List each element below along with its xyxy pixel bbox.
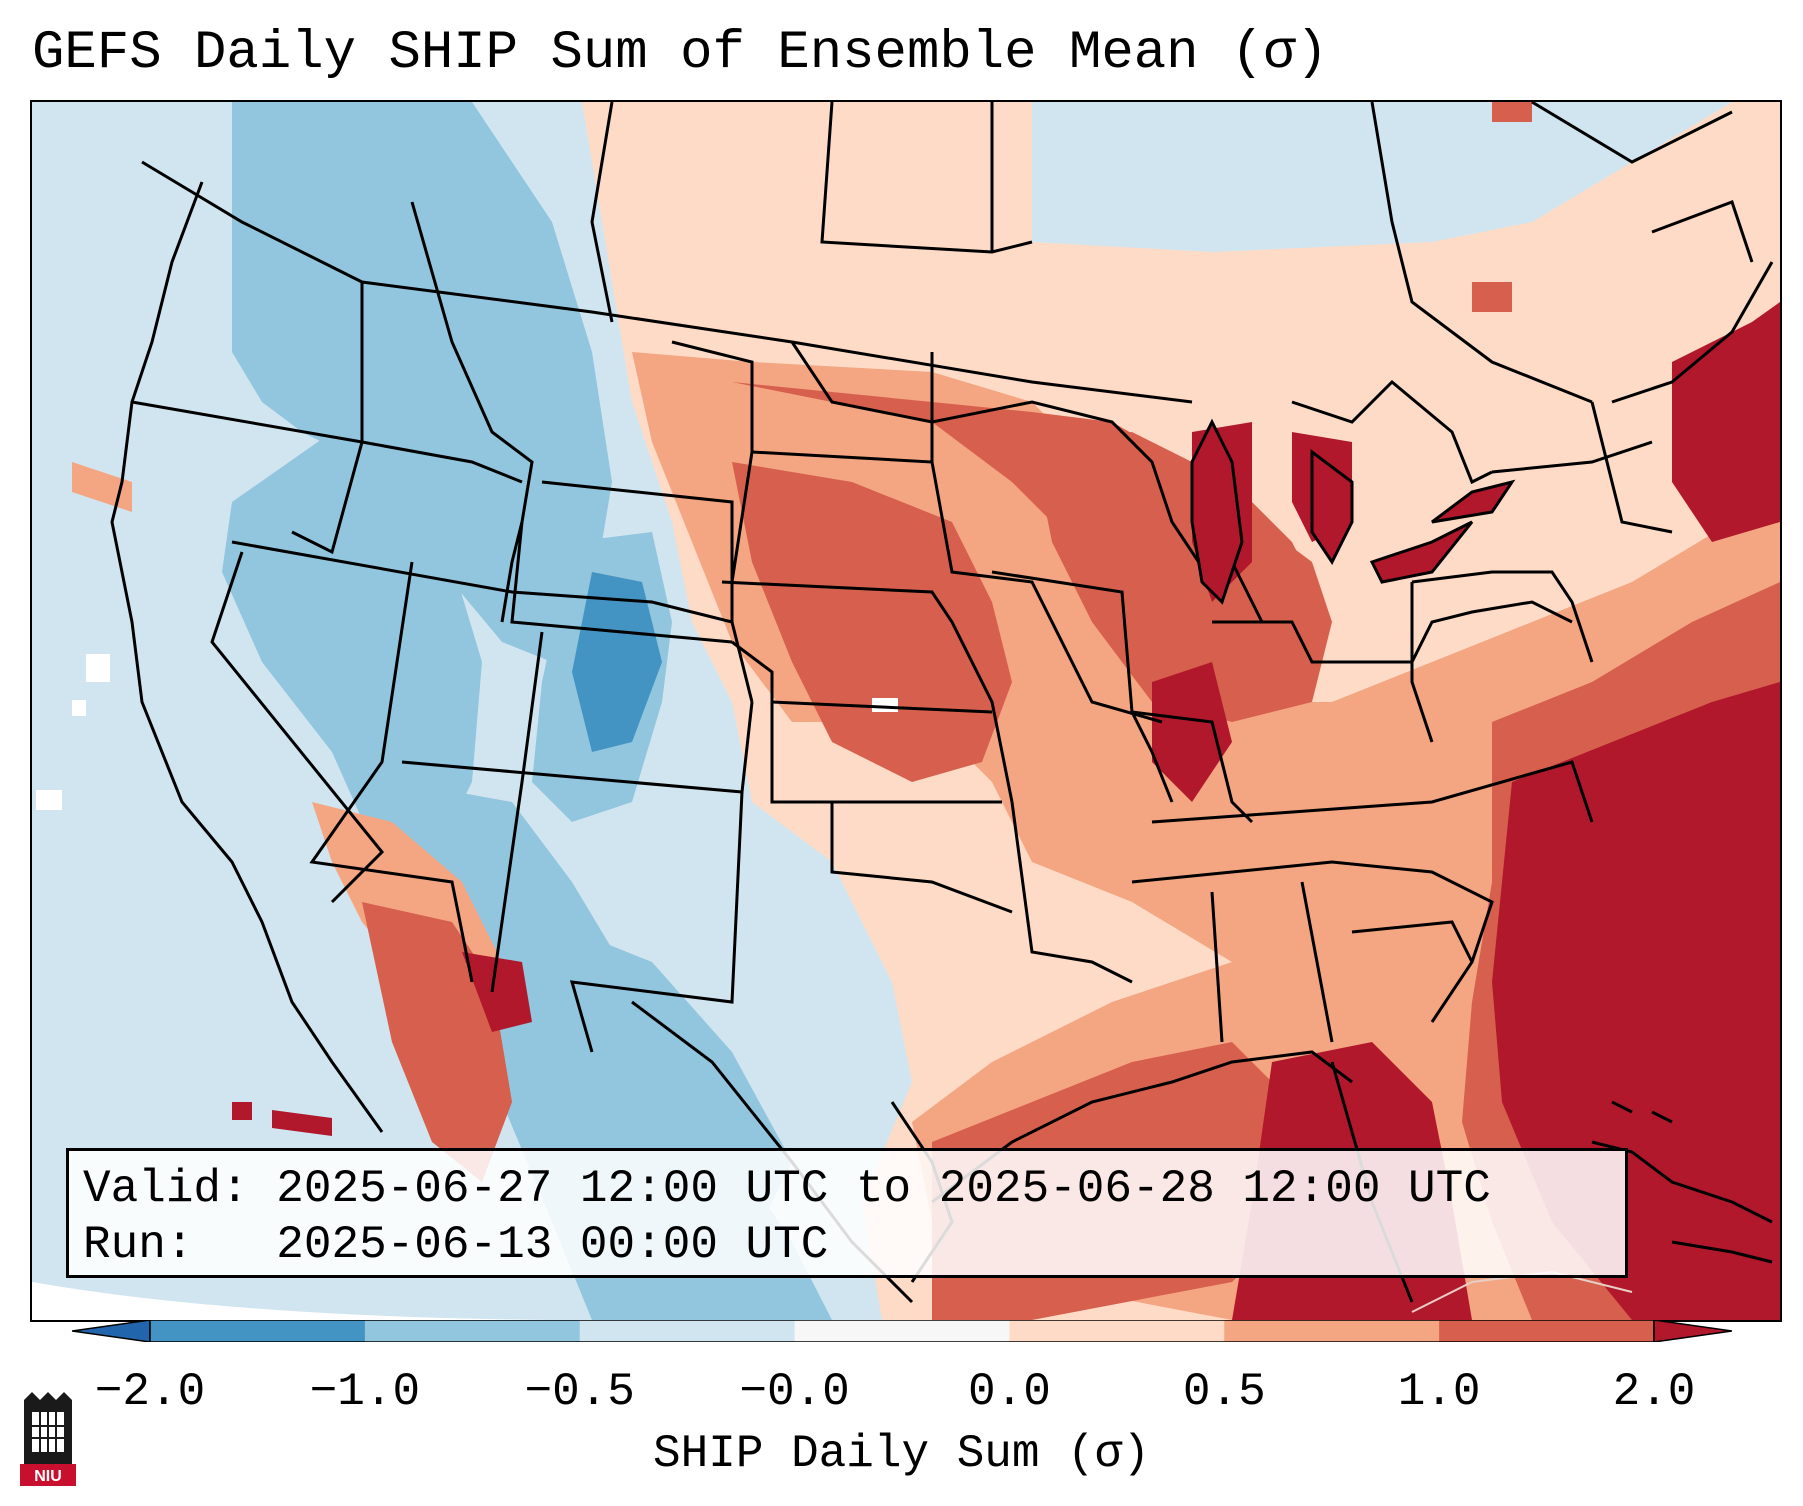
projection-edge-left: [32, 1282, 552, 1320]
logo-text: NIU: [34, 1468, 62, 1485]
valid-label: Valid:: [83, 1163, 249, 1215]
colorbar-tick-label: −2.0: [94, 1366, 206, 1418]
colorbar-tick-label: 0.5: [1182, 1366, 1266, 1418]
colorbar-extend-high: [1653, 1320, 1732, 1342]
colorbar-tick-label: −0.0: [739, 1366, 850, 1418]
map-panel: [30, 100, 1782, 1322]
colorbar-tick-label: 0.0: [968, 1366, 1051, 1418]
colorbar: [72, 1320, 1732, 1342]
colorbar-segment: [794, 1320, 1010, 1342]
neutral-cells: [36, 654, 898, 810]
run-row: Run: 2025-06-13 00:00 UTC: [83, 1217, 1611, 1273]
colorbar-tick-label: 1.0: [1397, 1366, 1481, 1418]
niu-logo: NIU: [20, 1392, 76, 1486]
colorbar-segment: [1009, 1320, 1225, 1342]
run-label: Run:: [83, 1219, 194, 1271]
colorbar-segment: [150, 1320, 366, 1342]
valid-run-info-box: Valid: 2025-06-27 12:00 UTC to 2025-06-2…: [66, 1148, 1628, 1278]
colorbar-segment: [1439, 1320, 1655, 1342]
colorbar-tick-label: 2.0: [1612, 1366, 1696, 1418]
valid-row: Valid: 2025-06-27 12:00 UTC to 2025-06-2…: [83, 1161, 1611, 1217]
colorbar-label: SHIP Daily Sum (σ): [653, 1428, 1150, 1480]
colorbar-extend-low: [72, 1320, 151, 1342]
map-title: GEFS Daily SHIP Sum of Ensemble Mean (σ): [32, 23, 1329, 84]
map-canvas: [32, 102, 1780, 1320]
colorbar-segment: [1224, 1320, 1440, 1342]
valid-value: 2025-06-27 12:00 UTC to 2025-06-28 12:00…: [276, 1163, 1491, 1215]
run-value: 2025-06-13 00:00 UTC: [276, 1219, 829, 1271]
colorbar-tick-label: −0.5: [524, 1366, 635, 1418]
colorbar-tick-label: −1.0: [309, 1366, 421, 1418]
great-lakes: [1190, 418, 1516, 605]
colorbar-segment: [364, 1320, 581, 1342]
colorbar-segment: [579, 1320, 796, 1342]
colorbar-segments: [149, 1320, 1655, 1342]
